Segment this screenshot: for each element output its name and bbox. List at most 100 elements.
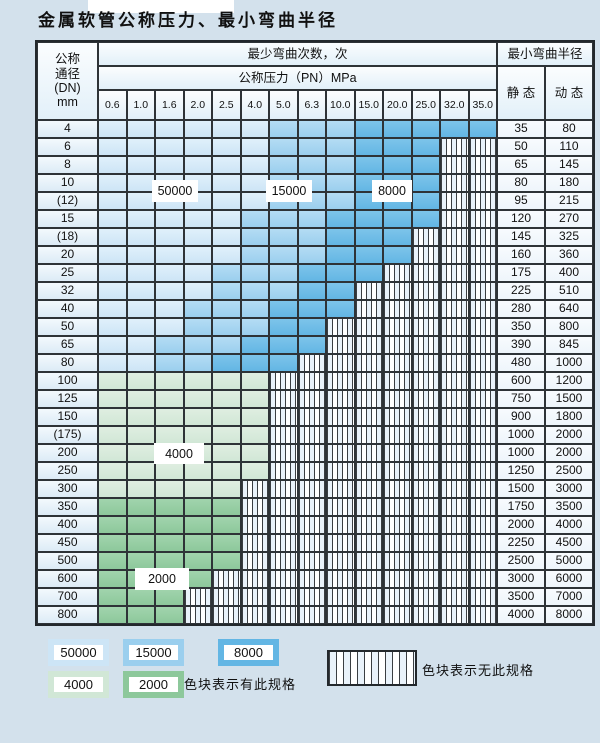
- cell-no-spec: [383, 264, 412, 282]
- cell-spec: [212, 498, 241, 516]
- cell-no-spec: [468, 534, 497, 552]
- cell-spec: [383, 210, 412, 228]
- cell-no-spec: [468, 138, 497, 156]
- cell-spec: [212, 336, 241, 354]
- cell-no-spec: [212, 570, 241, 588]
- cell-spec: [297, 282, 326, 300]
- row-dn-label: 200: [37, 444, 98, 462]
- page-title: 金属软管公称压力、最小弯曲半径: [38, 11, 338, 31]
- row-dn-label: 350: [37, 498, 98, 516]
- cell-spec: [183, 120, 212, 138]
- cell-no-spec: [297, 354, 326, 372]
- header-pressure-tick: 1.6: [155, 90, 184, 120]
- cell-no-spec: [354, 300, 383, 318]
- cell-spec: [126, 174, 155, 192]
- cell-spec: [126, 246, 155, 264]
- cell-spec: [297, 120, 326, 138]
- cell-no-spec: [326, 570, 355, 588]
- row-static-value: 160: [497, 246, 545, 264]
- cell-no-spec: [297, 498, 326, 516]
- top-white-strip: [88, 0, 234, 13]
- cell-no-spec: [354, 336, 383, 354]
- header-pressure-tick: 4.0: [240, 90, 269, 120]
- cell-no-spec: [440, 444, 469, 462]
- cell-no-spec: [468, 300, 497, 318]
- cell-no-spec: [468, 552, 497, 570]
- row-dn-label: 100: [37, 372, 98, 390]
- cell-no-spec: [440, 372, 469, 390]
- cell-spec: [240, 210, 269, 228]
- row-dn-label: (18): [37, 228, 98, 246]
- row-dynamic-value: 4000: [545, 516, 593, 534]
- cell-spec: [183, 282, 212, 300]
- cell-spec: [126, 336, 155, 354]
- cell-spec: [326, 264, 355, 282]
- cell-spec: [240, 282, 269, 300]
- cell-spec: [354, 264, 383, 282]
- cell-spec: [212, 120, 241, 138]
- cell-no-spec: [440, 552, 469, 570]
- cycle-count-label: 8000: [372, 180, 412, 202]
- cell-spec: [183, 516, 212, 534]
- cell-spec: [98, 390, 127, 408]
- cell-spec: [98, 192, 127, 210]
- cell-spec: [212, 516, 241, 534]
- row-dn-label: 250: [37, 462, 98, 480]
- cell-spec: [98, 552, 127, 570]
- row-static-value: 175: [497, 264, 545, 282]
- cell-spec: [411, 120, 440, 138]
- cell-spec: [212, 228, 241, 246]
- cell-spec: [155, 426, 184, 444]
- cell-no-spec: [411, 282, 440, 300]
- row-static-value: 80: [497, 174, 545, 192]
- cycle-count-label: 4000: [154, 443, 204, 464]
- row-static-value: 1000: [497, 426, 545, 444]
- row-dynamic-value: 510: [545, 282, 593, 300]
- legend-swatch-8000: 8000: [218, 639, 279, 666]
- row-static-value: 120: [497, 210, 545, 228]
- cell-spec: [126, 228, 155, 246]
- cell-spec: [155, 120, 184, 138]
- cell-no-spec: [354, 318, 383, 336]
- cell-no-spec: [411, 264, 440, 282]
- cell-no-spec: [183, 588, 212, 606]
- header-pressure-tick: 35.0: [468, 90, 497, 120]
- cell-no-spec: [354, 480, 383, 498]
- row-dn-label: 25: [37, 264, 98, 282]
- row-dynamic-value: 1800: [545, 408, 593, 426]
- cell-spec: [411, 174, 440, 192]
- cell-spec: [326, 192, 355, 210]
- cell-spec: [155, 480, 184, 498]
- cell-no-spec: [440, 318, 469, 336]
- cell-spec: [183, 138, 212, 156]
- cell-spec: [440, 120, 469, 138]
- row-dynamic-value: 400: [545, 264, 593, 282]
- cell-no-spec: [383, 534, 412, 552]
- cell-no-spec: [354, 534, 383, 552]
- cell-spec: [212, 408, 241, 426]
- cell-no-spec: [468, 408, 497, 426]
- cell-spec: [126, 444, 155, 462]
- cell-no-spec: [326, 318, 355, 336]
- cell-spec: [183, 480, 212, 498]
- cell-spec: [354, 120, 383, 138]
- cell-no-spec: [354, 390, 383, 408]
- row-dynamic-value: 180: [545, 174, 593, 192]
- cell-spec: [155, 372, 184, 390]
- cell-spec: [126, 156, 155, 174]
- cell-no-spec: [468, 192, 497, 210]
- row-static-value: 750: [497, 390, 545, 408]
- cell-spec: [126, 210, 155, 228]
- cell-no-spec: [411, 408, 440, 426]
- row-dynamic-value: 4500: [545, 534, 593, 552]
- cell-no-spec: [297, 444, 326, 462]
- row-dn-label: 125: [37, 390, 98, 408]
- cell-spec: [126, 372, 155, 390]
- cell-spec: [297, 138, 326, 156]
- cell-spec: [98, 300, 127, 318]
- cell-no-spec: [468, 570, 497, 588]
- cell-no-spec: [269, 408, 298, 426]
- cell-no-spec: [354, 606, 383, 624]
- header-pressure-tick: 15.0: [354, 90, 383, 120]
- cell-no-spec: [297, 390, 326, 408]
